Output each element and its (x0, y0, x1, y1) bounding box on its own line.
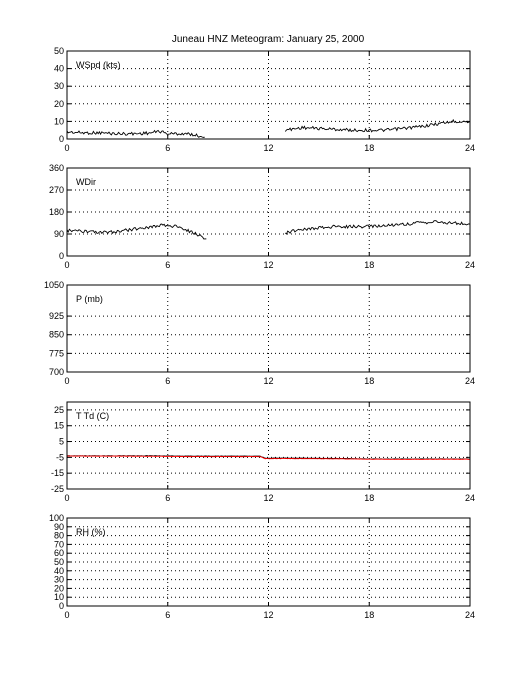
series-line-1 (66, 223, 207, 240)
y-tick-label: 0 (59, 601, 64, 611)
y-tick-label: 0 (59, 251, 64, 261)
x-tick-label: 24 (465, 376, 475, 386)
y-tick-label: 0 (59, 134, 64, 144)
x-tick-label: 18 (364, 260, 374, 270)
x-tick-label: 6 (165, 376, 170, 386)
x-tick-label: 24 (465, 610, 475, 620)
series-line-1 (66, 129, 205, 138)
y-tick-label: 15 (54, 421, 64, 431)
x-tick-label: 18 (364, 493, 374, 503)
panel-2: 0 6 12 18 24 0 90 180 270 360 WDir (49, 163, 475, 270)
y-tick-label: 90 (54, 522, 64, 532)
x-tick-label: 0 (64, 143, 69, 153)
y-tick-label: 850 (49, 330, 64, 340)
x-tick-label: 12 (263, 376, 273, 386)
x-tick-label: 6 (165, 143, 170, 153)
y-tick-label: -5 (56, 452, 64, 462)
y-tick-label: 50 (54, 46, 64, 56)
y-tick-label: 775 (49, 348, 64, 358)
panel-label: RH (%) (76, 527, 106, 537)
x-tick-label: 12 (263, 493, 273, 503)
x-tick-label: 12 (263, 610, 273, 620)
y-tick-label: 40 (54, 64, 64, 74)
panel-label: P (mb) (76, 294, 103, 304)
x-tick-label: 18 (364, 376, 374, 386)
x-tick-label: 0 (64, 610, 69, 620)
x-tick-label: 24 (465, 143, 475, 153)
figure-title: Juneau HNZ Meteogram: January 25, 2000 (172, 34, 365, 45)
panel-label: WDir (76, 177, 96, 187)
y-tick-label: 30 (54, 575, 64, 585)
x-tick-label: 12 (263, 260, 273, 270)
x-tick-label: 0 (64, 260, 69, 270)
panel-1: 0 6 12 18 24 0 10 20 30 40 50 WSpd (kts) (54, 46, 475, 153)
x-tick-label: 6 (165, 493, 170, 503)
x-tick-label: 0 (64, 376, 69, 386)
y-tick-label: 40 (54, 566, 64, 576)
series-line-1 (284, 220, 471, 235)
y-tick-label: 80 (54, 531, 64, 541)
series-line-2 (66, 455, 471, 460)
y-tick-label: 270 (49, 185, 64, 195)
y-tick-label: 50 (54, 557, 64, 567)
y-tick-label: 25 (54, 405, 64, 415)
plot-area (67, 402, 470, 489)
y-tick-label: -25 (51, 484, 64, 494)
x-tick-label: 0 (64, 493, 69, 503)
x-tick-label: 18 (364, 610, 374, 620)
panel-4: 0 6 12 18 24 -25 -15 -5 5 15 25 T Td (C) (51, 401, 475, 503)
panel-label: WSpd (kts) (76, 60, 121, 70)
y-tick-label: 70 (54, 539, 64, 549)
y-tick-label: 1050 (44, 280, 64, 290)
x-tick-label: 6 (165, 260, 170, 270)
y-tick-label: 10 (54, 116, 64, 126)
y-tick-label: 90 (54, 229, 64, 239)
x-tick-label: 24 (465, 493, 475, 503)
x-tick-label: 6 (165, 610, 170, 620)
series-line-1 (66, 455, 471, 460)
y-tick-label: 180 (49, 207, 64, 217)
plot-area (67, 285, 470, 372)
y-tick-label: 20 (54, 99, 64, 109)
y-tick-label: 60 (54, 548, 64, 558)
y-tick-label: 20 (54, 583, 64, 593)
y-tick-label: 700 (49, 367, 64, 377)
y-tick-label: 30 (54, 81, 64, 91)
y-tick-label: 100 (49, 513, 64, 523)
y-tick-label: 925 (49, 311, 64, 321)
panel-label: T Td (C) (76, 411, 109, 421)
x-tick-label: 18 (364, 143, 374, 153)
y-tick-label: 10 (54, 592, 64, 602)
y-tick-label: 5 (59, 437, 64, 447)
series-line-1 (284, 118, 471, 133)
panel-3: 0 6 12 18 24 700 775 850 925 1050 P (mb) (44, 280, 475, 386)
y-tick-label: 360 (49, 163, 64, 173)
x-tick-label: 24 (465, 260, 475, 270)
y-tick-label: -15 (51, 468, 64, 478)
x-tick-label: 12 (263, 143, 273, 153)
